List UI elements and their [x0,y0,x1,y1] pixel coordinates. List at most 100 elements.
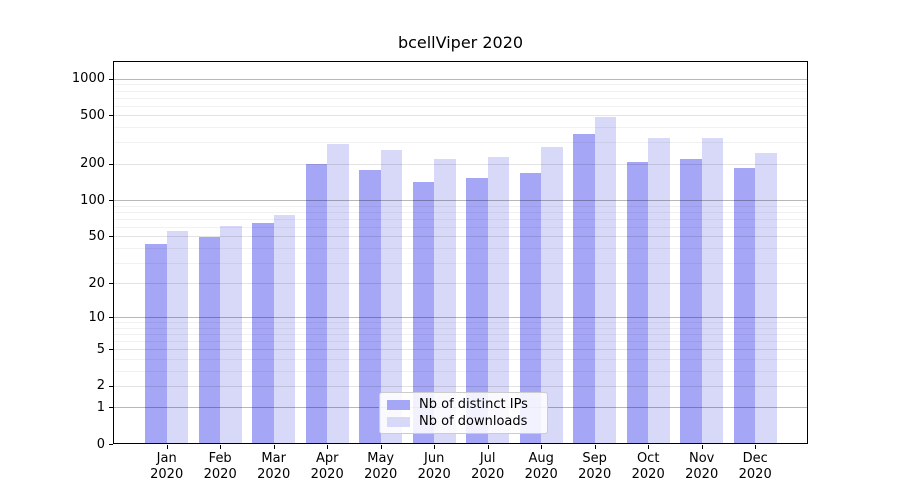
x-tick-mark-feb [220,445,222,449]
legend: Nb of distinct IPs Nb of downloads [379,392,548,434]
x-tick-month-aug: Aug [528,451,554,466]
x-tick-month-dec: Dec [742,451,768,466]
y-tick-mark-100 [109,200,113,202]
legend-entry-distinct-ips: Nb of distinct IPs [387,397,541,412]
bar-distinct-ips-dec [733,168,756,444]
y-tick-label-1000: 1000 [71,71,105,87]
x-tick-mark-jul [487,445,489,449]
x-tick-month-sep: Sep [582,451,607,466]
y-tick-label-500: 500 [80,107,105,123]
bar-downloads-apr [327,143,349,444]
bar-downloads-dec [755,153,777,444]
x-tick-mark-sep [594,445,596,449]
bar-distinct-ips-apr [305,164,328,444]
x-tick-year-aug: 2020 [524,467,558,482]
x-tick-year-mar: 2020 [257,467,291,482]
chart-title: bcellViper 2020 [397,33,524,52]
x-tick-label-dec: Dec 2020 [723,451,787,483]
x-tick-month-mar: Mar [261,451,286,466]
x-tick-mark-apr [327,445,329,449]
x-tick-label-aug: Aug 2020 [509,451,573,483]
y-tick-mark-2 [109,385,113,387]
y-tick-label-10: 10 [88,309,105,325]
x-tick-mark-jun [434,445,436,449]
y-tick-mark-0 [109,444,113,445]
x-tick-label-mar: Mar 2020 [242,451,306,483]
x-tick-month-jul: Jul [479,451,496,466]
x-tick-month-oct: Oct [636,451,660,466]
bar-distinct-ips-nov [680,159,702,444]
plot-area: Nb of distinct IPs Nb of downloads [113,61,808,444]
x-tick-mark-dec [755,445,757,449]
y-tick-mark-20 [109,283,113,285]
y-tick-label-50: 50 [88,228,105,244]
x-tick-year-nov: 2020 [685,467,719,482]
bar-distinct-ips-jul [466,177,488,444]
y-tick-label-2: 2 [96,378,105,394]
y-tick-label-100: 100 [80,192,105,208]
legend-entry-downloads: Nb of downloads [387,414,541,429]
y-tick-mark-10 [109,317,113,319]
x-tick-year-sep: 2020 [578,467,612,482]
x-tick-label-apr: Apr 2020 [295,451,359,483]
x-tick-year-jan: 2020 [150,467,184,482]
bar-distinct-ips-mar [252,222,274,444]
legend-swatch-downloads-icon [387,416,410,427]
y-tick-mark-1 [109,407,113,409]
x-tick-mark-nov [701,445,703,449]
x-tick-year-dec: 2020 [738,467,772,482]
x-tick-year-feb: 2020 [203,467,237,482]
bar-distinct-ips-may [359,170,381,444]
y-tick-mark-500 [109,115,113,117]
x-tick-mark-mar [273,445,275,449]
x-tick-label-oct: Oct 2020 [616,451,680,483]
x-tick-month-nov: Nov [689,451,715,466]
bar-distinct-ips-feb [198,237,221,444]
bar-downloads-nov [701,137,724,444]
bar-distinct-ips-jun [412,181,435,444]
x-tick-label-feb: Feb 2020 [188,451,252,483]
y-tick-mark-5 [109,349,113,351]
x-tick-month-jun: Jun [424,451,445,466]
x-tick-label-jun: Jun 2020 [402,451,466,483]
bar-downloads-jan [166,231,189,444]
x-tick-year-apr: 2020 [310,467,344,482]
bar-downloads-sep [594,117,617,444]
y-tick-label-0: 0 [96,436,105,452]
legend-label-distinct-ips: Nb of distinct IPs [419,397,528,412]
x-tick-label-sep: Sep 2020 [563,451,627,483]
bar-downloads-mar [273,215,296,444]
x-tick-year-oct: 2020 [631,467,665,482]
y-tick-label-1: 1 [96,399,105,415]
bar-distinct-ips-sep [573,134,595,444]
x-tick-month-apr: Apr [315,451,339,466]
x-tick-year-jul: 2020 [471,467,505,482]
x-tick-month-feb: Feb [208,451,232,466]
x-tick-year-jun: 2020 [417,467,451,482]
x-tick-label-jul: Jul 2020 [456,451,520,483]
x-tick-mark-may [380,445,382,449]
y-tick-mark-1000 [109,78,113,80]
bar-distinct-ips-aug [519,173,542,444]
bar-distinct-ips-jan [145,243,167,444]
bar-downloads-may [380,150,403,444]
x-tick-label-nov: Nov 2020 [670,451,734,483]
bar-downloads-aug [541,146,563,444]
x-tick-mark-jan [166,445,168,449]
bar-downloads-jul [487,156,510,444]
y-tick-label-20: 20 [88,275,105,291]
x-tick-label-may: May 2020 [349,451,413,483]
x-tick-month-jan: Jan [156,451,177,466]
x-tick-label-jan: Jan 2020 [135,451,199,483]
y-tick-label-200: 200 [80,156,105,172]
y-tick-mark-50 [109,236,113,238]
bars-layer [113,61,808,444]
x-tick-year-may: 2020 [364,467,398,482]
legend-label-downloads: Nb of downloads [419,414,528,429]
bar-downloads-feb [220,225,242,444]
legend-swatch-distinct-ips-icon [387,399,410,410]
bar-downloads-oct [648,138,670,444]
x-tick-month-may: May [367,451,395,466]
x-tick-mark-aug [541,445,543,449]
